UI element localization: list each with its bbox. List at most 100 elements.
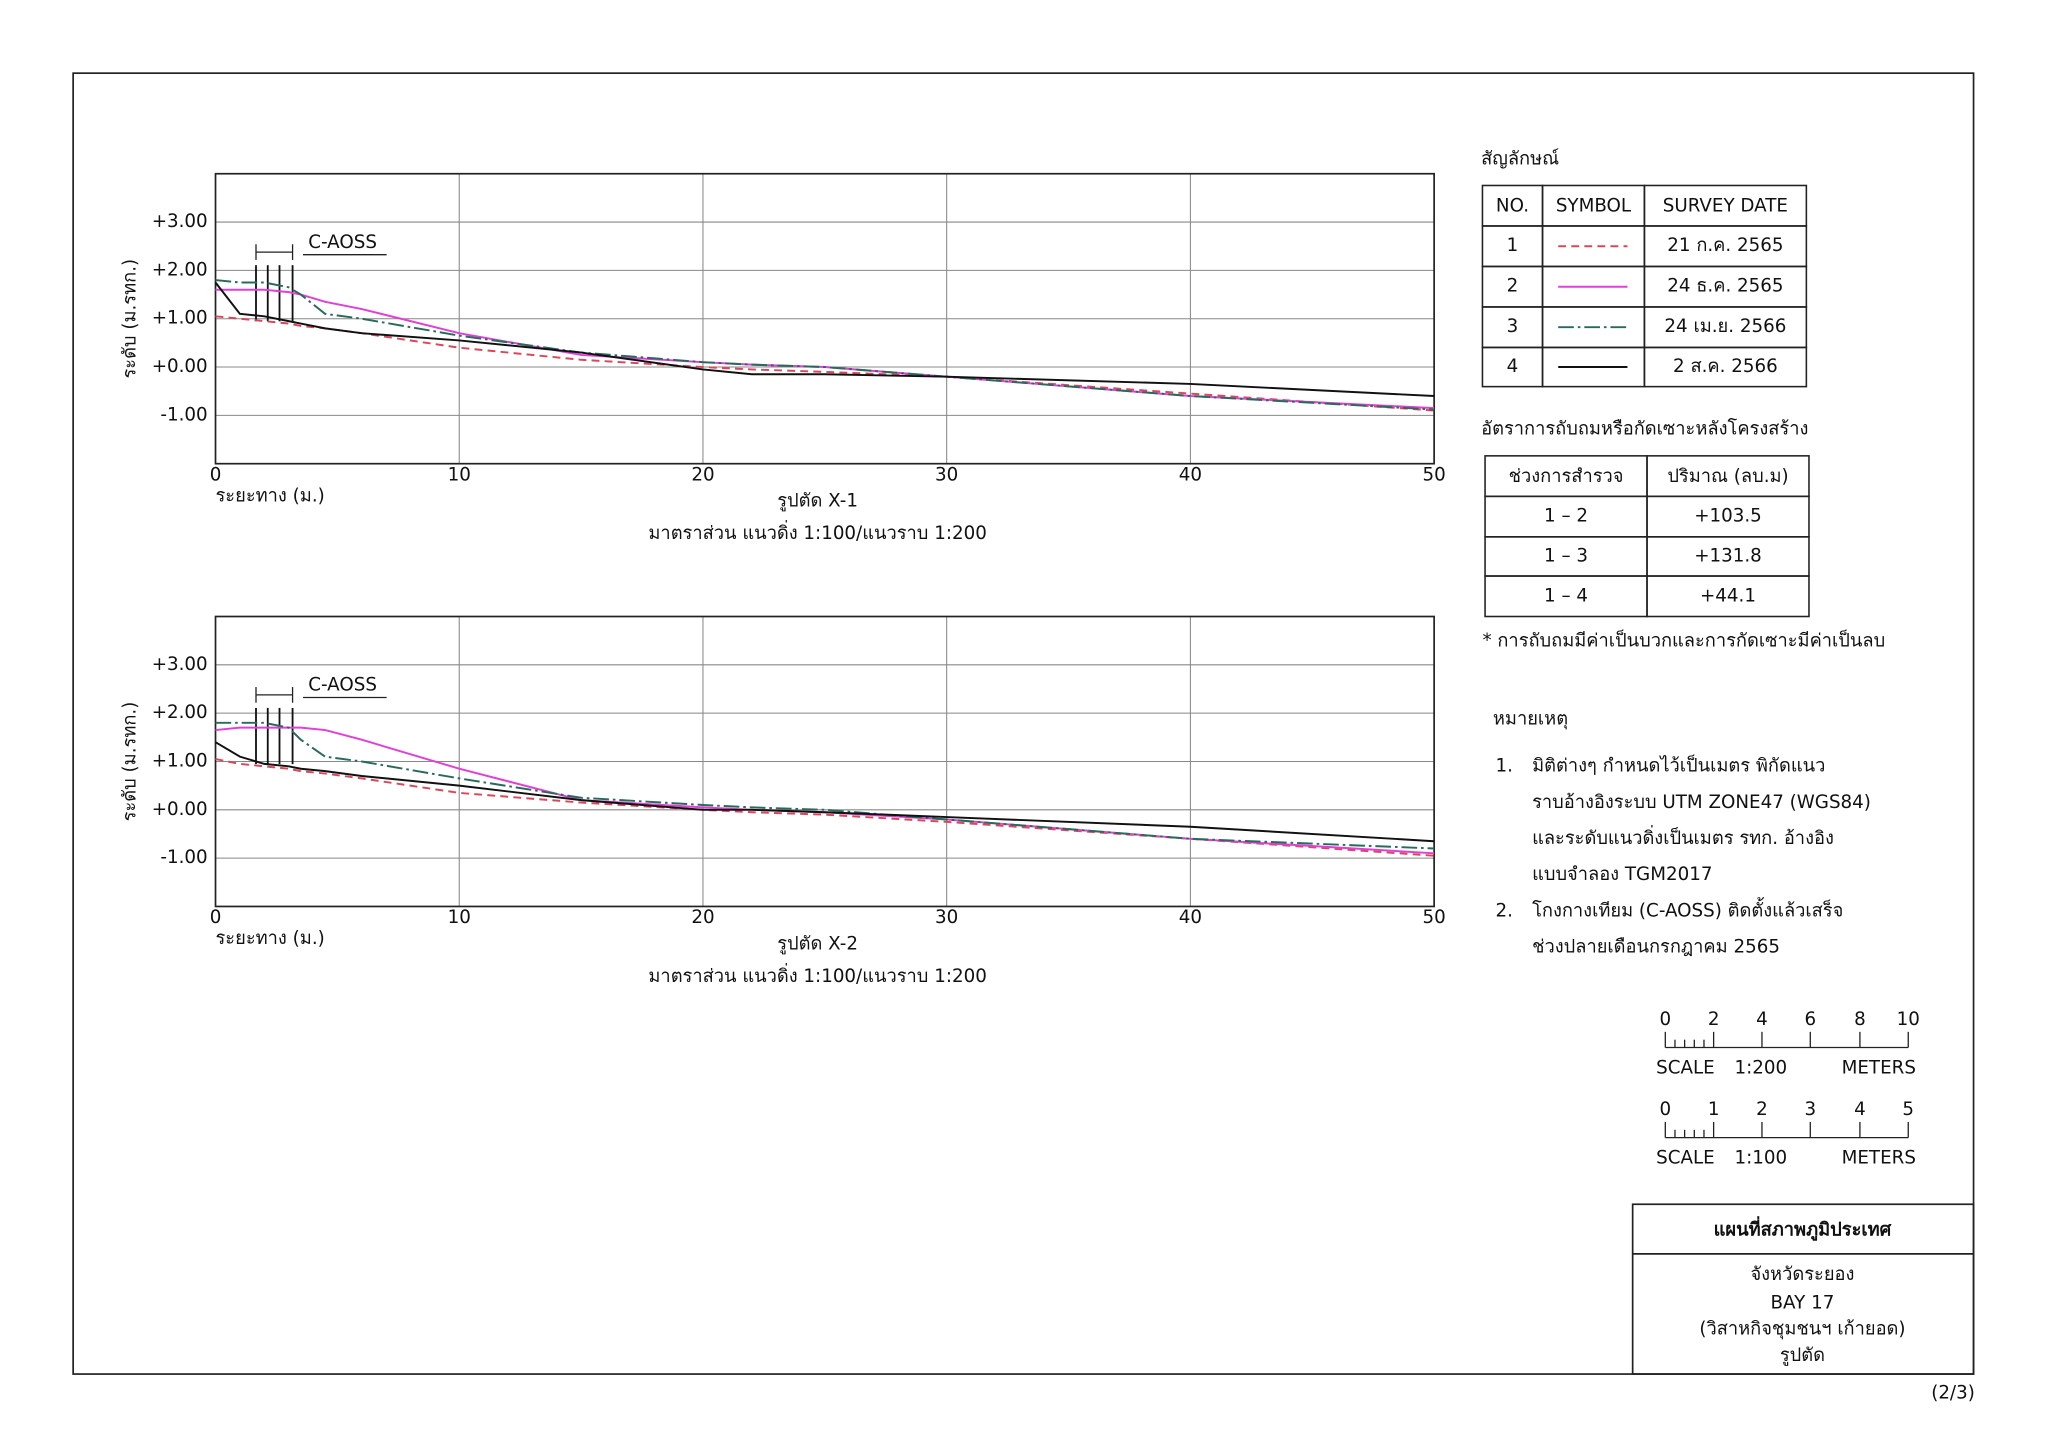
scale-tick-label: 4 xyxy=(1756,1009,1768,1030)
table-value: +44.1 xyxy=(1700,585,1756,606)
x-tick-label: 20 xyxy=(691,907,714,928)
x-tick-label: 40 xyxy=(1179,464,1202,485)
annotation: C-AOSS xyxy=(308,232,377,253)
x-tick-label: 10 xyxy=(448,464,471,485)
x-tick-label: 40 xyxy=(1179,907,1202,928)
table-value: 1 – 3 xyxy=(1544,545,1588,566)
page-number: (2/3) xyxy=(1931,1383,1975,1404)
note-line: ช่วงปลายเดือนกรกฎาคม 2565 xyxy=(1532,937,1780,958)
legend-number: 2 xyxy=(1507,276,1519,297)
y-tick-label: -1.00 xyxy=(160,847,207,868)
table-header: SURVEY DATE xyxy=(1663,195,1788,216)
scale-tick-label: 2 xyxy=(1756,1099,1768,1120)
y-tick-label: +0.00 xyxy=(152,799,208,820)
scale-tick-label: 0 xyxy=(1659,1009,1671,1030)
scale-label: SCALE xyxy=(1656,1148,1715,1169)
x-tick-label: 0 xyxy=(210,464,222,485)
table-header: ปริมาณ (ลบ.ม) xyxy=(1667,466,1788,487)
x-tick-label: 50 xyxy=(1422,907,1445,928)
table-cell xyxy=(1643,346,1808,388)
title-block-line: จังหวัดระยอง xyxy=(1750,1264,1854,1285)
y-tick-label: +3.00 xyxy=(152,211,208,232)
scale-unit: METERS xyxy=(1842,1057,1916,1078)
sheet-border xyxy=(72,72,1975,1375)
legend-number: 1 xyxy=(1507,235,1519,256)
y-axis-label: ระดับ (ม.รทก.) xyxy=(120,702,141,822)
x-axis-label: ระยะทาง (ม.) xyxy=(216,485,325,506)
note-line: มิติต่างๆ กำหนดไว้เป็นเมตร พิกัดแนว xyxy=(1532,754,1825,777)
chart-title: รูปตัด X-1 xyxy=(777,491,858,512)
table-cell xyxy=(1541,225,1646,268)
scale-tick-label: 4 xyxy=(1854,1099,1866,1120)
legend-number: 3 xyxy=(1507,316,1519,337)
table-value: +131.8 xyxy=(1694,545,1762,566)
y-tick-label: +1.00 xyxy=(152,750,208,771)
scale-tick-label: 10 xyxy=(1897,1009,1920,1030)
scale-label: SCALE xyxy=(1656,1057,1715,1078)
note-line: ราบอ้างอิงระบบ UTM ZONE47 (WGS84) xyxy=(1532,792,1871,813)
scale-tick-label: 8 xyxy=(1854,1009,1866,1030)
scale-ratio: 1:200 xyxy=(1735,1057,1788,1078)
plot-frame xyxy=(214,615,1435,908)
table-value: 1 – 4 xyxy=(1544,585,1588,606)
y-tick-label: +0.00 xyxy=(152,356,208,377)
legend-title: สัญลักษณ์ xyxy=(1481,147,1559,169)
note-number: 1. xyxy=(1496,756,1513,777)
x-tick-label: 20 xyxy=(691,464,714,485)
x-tick-label: 30 xyxy=(935,907,958,928)
series-line xyxy=(215,721,1435,850)
series-line xyxy=(215,315,1435,412)
note-line: และระดับแนวดิ่งเป็นเมตร รทก. อ้างอิง xyxy=(1532,825,1834,849)
title-block-line: (วิสาหกิจชุมชนฯ เก้ายอด) xyxy=(1699,1319,1905,1341)
notes-title: หมายเหตุ xyxy=(1493,709,1568,731)
x-axis-label: ระยะทาง (ม.) xyxy=(216,928,325,949)
title-block-line: BAY 17 xyxy=(1771,1293,1835,1314)
x-tick-label: 0 xyxy=(210,907,222,928)
scale-ratio: 1:100 xyxy=(1735,1148,1788,1169)
chart-title: รูปตัด X-2 xyxy=(777,933,858,954)
annotation: C-AOSS xyxy=(308,675,377,696)
x-tick-label: 50 xyxy=(1422,464,1445,485)
x-tick-label: 30 xyxy=(935,464,958,485)
table-header: ช่วงการสำรวจ xyxy=(1509,466,1624,487)
y-tick-label: +2.00 xyxy=(152,702,208,723)
scale-tick-label: 3 xyxy=(1804,1099,1816,1120)
chart-subtitle: มาตราส่วน แนวดิ่ง 1:100/แนวราบ 1:200 xyxy=(648,520,986,544)
rate-title: อัตราการถับถมหรือกัดเซาะหลังโครงสร้าง xyxy=(1481,418,1808,440)
scale-tick-label: 6 xyxy=(1804,1009,1816,1030)
scale-tick-label: 1 xyxy=(1708,1099,1720,1120)
y-tick-label: +3.00 xyxy=(152,654,208,675)
series-line xyxy=(215,758,1435,857)
table-header: NO. xyxy=(1496,195,1529,216)
note-line: แบบจำลอง TGM2017 xyxy=(1532,864,1712,885)
legend-date: 2 ส.ค. 2566 xyxy=(1673,356,1778,377)
note-line: โกงกางเทียม (C-AOSS) ติดตั้งแล้วเสร็จ xyxy=(1532,896,1843,921)
scale-tick-label: 5 xyxy=(1902,1099,1914,1120)
y-tick-label: +2.00 xyxy=(152,259,208,280)
title-block xyxy=(1631,1203,1975,1375)
series-line xyxy=(215,741,1435,843)
series-line xyxy=(215,726,1435,855)
table-value: 1 – 2 xyxy=(1544,506,1588,527)
series-line xyxy=(215,288,1435,410)
legend-number: 4 xyxy=(1507,356,1519,377)
rate-note: * การถับถมมีค่าเป็นบวกและการกัดเซาะมีค่า… xyxy=(1482,628,1885,651)
legend-date: 24 ธ.ค. 2565 xyxy=(1667,276,1783,297)
note-number: 2. xyxy=(1496,900,1513,921)
plot-frame xyxy=(214,172,1435,465)
y-tick-label: +1.00 xyxy=(152,308,208,329)
table-header: SYMBOL xyxy=(1556,195,1632,216)
scale-tick-label: 2 xyxy=(1708,1009,1720,1030)
scale-tick-label: 0 xyxy=(1659,1099,1671,1120)
table-value: +103.5 xyxy=(1694,506,1762,527)
y-tick-label: -1.00 xyxy=(160,404,207,425)
legend-date: 21 ก.ค. 2565 xyxy=(1667,235,1783,256)
legend-date: 24 เม.ย. 2566 xyxy=(1664,316,1786,337)
chart-subtitle: มาตราส่วน แนวดิ่ง 1:100/แนวราบ 1:200 xyxy=(648,963,986,987)
scale-unit: METERS xyxy=(1842,1148,1916,1169)
title-block-title: แผนที่สภาพภูมิประเทศ xyxy=(1714,1215,1892,1241)
series-line xyxy=(214,281,1435,398)
x-tick-label: 10 xyxy=(448,907,471,928)
table-cell xyxy=(1646,575,1810,618)
